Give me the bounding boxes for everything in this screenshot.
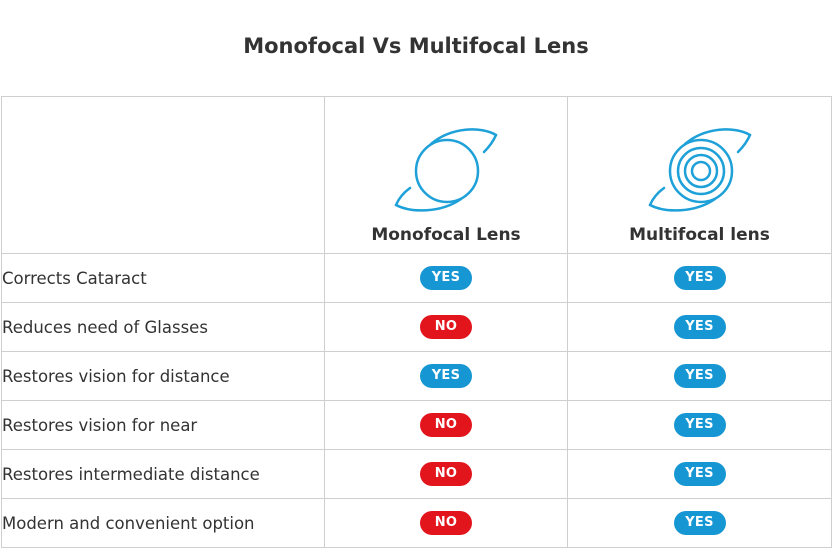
monofocal-cell: YES bbox=[324, 351, 568, 401]
multifocal-badge: YES bbox=[673, 266, 726, 290]
multifocal-cell: YES bbox=[567, 302, 832, 352]
column-header-monofocal: Monofocal Lens bbox=[324, 96, 568, 254]
table-row: Modern and convenient option NO YES bbox=[1, 498, 832, 548]
table-row: Corrects Cataract YES YES bbox=[1, 253, 832, 303]
feature-label: Restores vision for distance bbox=[1, 351, 325, 401]
monofocal-badge: YES bbox=[420, 364, 472, 388]
multifocal-cell: YES bbox=[567, 253, 832, 303]
feature-label: Restores vision for near bbox=[1, 400, 325, 450]
multifocal-badge: YES bbox=[673, 511, 726, 535]
feature-label: Restores intermediate distance bbox=[1, 449, 325, 499]
table-row: Restores intermediate distance NO YES bbox=[1, 449, 832, 499]
monofocal-badge: YES bbox=[420, 266, 472, 290]
table-row: Reduces need of Glasses NO YES bbox=[1, 302, 832, 352]
monofocal-badge: NO bbox=[420, 413, 472, 437]
table-header-row: Monofocal Lens Multifocal lens bbox=[1, 96, 832, 254]
multifocal-badge: YES bbox=[673, 315, 726, 339]
column-label-monofocal: Monofocal Lens bbox=[371, 225, 521, 245]
multifocal-cell: YES bbox=[567, 400, 832, 450]
multifocal-badge: YES bbox=[673, 462, 726, 486]
table-row: Restores vision for distance YES YES bbox=[1, 351, 832, 401]
monofocal-badge: NO bbox=[420, 315, 472, 339]
column-header-multifocal: Multifocal lens bbox=[567, 96, 832, 254]
monofocal-badge: NO bbox=[420, 462, 472, 486]
column-label-multifocal: Multifocal lens bbox=[629, 225, 770, 245]
multifocal-badge: YES bbox=[673, 364, 726, 388]
comparison-table: Monofocal Lens Multifocal lens bbox=[1, 96, 832, 548]
monofocal-lens-icon bbox=[394, 128, 498, 212]
feature-label: Modern and convenient option bbox=[1, 498, 325, 548]
multifocal-cell: YES bbox=[567, 498, 832, 548]
monofocal-cell: NO bbox=[324, 302, 568, 352]
table-row: Restores vision for near NO YES bbox=[1, 400, 832, 450]
empty-header-cell bbox=[1, 96, 325, 254]
multifocal-badge: YES bbox=[673, 413, 726, 437]
monofocal-cell: NO bbox=[324, 498, 568, 548]
feature-label: Reduces need of Glasses bbox=[1, 302, 325, 352]
monofocal-badge: NO bbox=[420, 511, 472, 535]
monofocal-cell: NO bbox=[324, 400, 568, 450]
multifocal-cell: YES bbox=[567, 449, 832, 499]
multifocal-lens-icon bbox=[648, 128, 751, 212]
monofocal-cell: YES bbox=[324, 253, 568, 303]
monofocal-cell: NO bbox=[324, 449, 568, 499]
page-title: Monofocal Vs Multifocal Lens bbox=[243, 34, 589, 58]
feature-label: Corrects Cataract bbox=[1, 253, 325, 303]
multifocal-cell: YES bbox=[567, 351, 832, 401]
